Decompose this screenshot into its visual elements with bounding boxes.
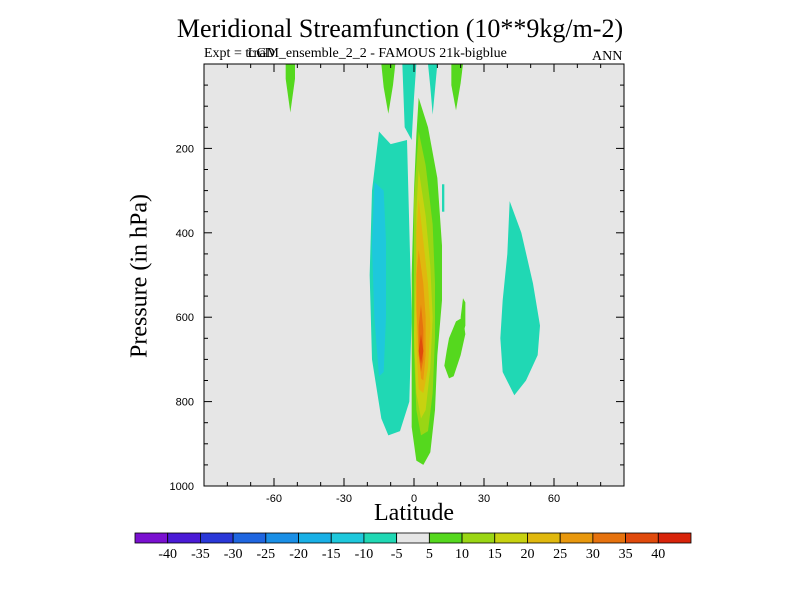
colorbar-swatch: [134, 532, 169, 544]
contour-region-5: [428, 64, 438, 115]
y-tick-label: 800: [176, 397, 194, 409]
colorbar-label: -40: [158, 547, 177, 562]
colorbar-swatch: [200, 532, 234, 544]
contour-region-9: [500, 201, 540, 396]
x-tick-label: 60: [548, 493, 560, 505]
colorbar-label: 30: [586, 547, 600, 562]
contour-region-6: [442, 184, 445, 212]
colorbar-label: -35: [191, 547, 210, 562]
colorbar-label: 35: [619, 547, 633, 562]
y-tick-label: 400: [176, 228, 194, 240]
contour-region-3: [451, 64, 463, 111]
colorbar-label: 15: [488, 547, 502, 562]
x-axis-label: Latitude: [374, 500, 454, 526]
subtitle-label: Expt =: [204, 46, 246, 61]
contour-region-10: [444, 317, 466, 379]
colorbar-label: 25: [553, 547, 567, 562]
y-tick-label: 600: [176, 312, 194, 324]
chart-title: Meridional Streamfunction (10**9kg/m-2): [176, 14, 624, 43]
colorbar-swatch: [167, 532, 201, 544]
y-tick-label: 200: [176, 143, 194, 155]
colorbar-swatch: [494, 532, 528, 544]
colorbar-label: 10: [455, 547, 469, 562]
colorbar-swatch: [657, 532, 692, 544]
colorbar-swatch: [396, 532, 430, 544]
colorbar-swatch: [232, 532, 267, 544]
colorbar-swatch: [559, 532, 594, 544]
colorbar-label: -25: [256, 547, 275, 562]
contour-region-4: [402, 64, 417, 140]
contour-region-18: [418, 334, 424, 364]
x-tick-label: -60: [266, 493, 282, 505]
chart-subtitle: Expt = tcnaDLGM_ensemble_2_2 - FAMOUS 21…: [204, 46, 507, 62]
colorbar-swatch: [461, 532, 496, 544]
x-tick-label: -30: [336, 493, 352, 505]
colorbar-label: 5: [426, 547, 433, 562]
colorbar-label: -30: [224, 547, 243, 562]
contour-region-8: [372, 182, 386, 377]
contour-region-1: [285, 64, 295, 113]
y-tick-label: 1000: [170, 481, 194, 493]
subtitle-rest: LGM_ensemble_2_2 - FAMOUS 21k-bigblue: [247, 46, 507, 61]
contour-region-2: [381, 64, 396, 114]
colorbar-label: 40: [651, 547, 665, 562]
period-label: ANN: [592, 49, 623, 64]
colorbar-label: -5: [391, 547, 403, 562]
colorbar-swatch: [625, 532, 659, 544]
y-axis-label: Pressure (in hPa): [126, 194, 153, 358]
colorbar-swatch: [298, 532, 332, 544]
x-tick-label: 0: [411, 493, 417, 505]
x-tick-label: 30: [478, 493, 490, 505]
colorbar-label: -20: [289, 547, 308, 562]
colorbar-swatch: [330, 532, 365, 544]
colorbar-label: -10: [355, 547, 374, 562]
colorbar-label: -15: [322, 547, 341, 562]
contour-region-11: [460, 298, 466, 335]
colorbar-swatch: [592, 532, 626, 544]
colorbar-swatch: [363, 532, 398, 544]
subtitle-overprint: tcnaD: [245, 46, 274, 61]
contour-layer: [285, 64, 540, 465]
colorbar-label: 20: [520, 547, 534, 562]
colorbar-swatch: [428, 532, 463, 544]
colorbar-swatch: [527, 532, 561, 544]
colorbar-swatch: [265, 532, 299, 544]
